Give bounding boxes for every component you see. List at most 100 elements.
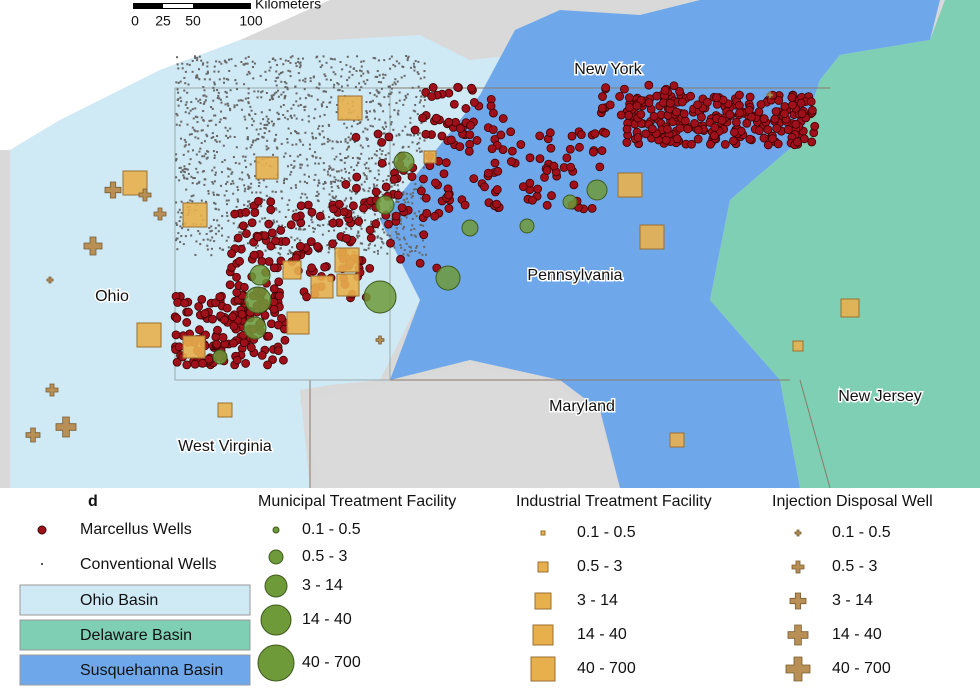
conventional-well [337, 89, 340, 92]
conventional-well [333, 83, 336, 86]
conventional-well [191, 70, 194, 73]
marcellus-well [354, 217, 364, 226]
marcellus-well [266, 205, 276, 215]
conventional-well [373, 251, 376, 254]
conventional-well [356, 55, 359, 58]
conventional-well [376, 236, 379, 239]
conventional-well [415, 246, 418, 249]
conventional-well [345, 64, 348, 67]
marcellus-well [597, 103, 607, 113]
conventional-well [189, 199, 192, 202]
conventional-well [181, 169, 184, 172]
conventional-well [242, 244, 245, 247]
marcellus-well [625, 102, 634, 112]
scale-tick: 0 [131, 13, 139, 29]
conventional-well [321, 64, 324, 67]
industrial-facility [423, 150, 437, 164]
conventional-well [208, 119, 211, 122]
conventional-well [394, 65, 397, 68]
conventional-well [368, 187, 371, 190]
injection-symbol [46, 276, 54, 284]
conventional-well [314, 173, 317, 176]
conventional-well [405, 55, 408, 58]
conventional-well [223, 116, 226, 119]
conventional-well [217, 94, 220, 97]
conventional-well [281, 224, 284, 227]
conventional-well [217, 194, 220, 197]
conventional-well [375, 89, 378, 92]
conventional-well [331, 140, 334, 143]
conventional-well [217, 70, 220, 73]
conventional-well [403, 225, 406, 228]
conventional-well [189, 109, 192, 112]
conventional-well [188, 63, 191, 66]
conventional-well [277, 76, 280, 79]
marcellus-well [759, 114, 769, 124]
marcellus-well [797, 109, 807, 119]
conventional-well [340, 169, 343, 172]
conventional-well [313, 227, 316, 230]
conventional-well [315, 56, 318, 59]
marcellus-well [595, 162, 605, 172]
conventional-well [360, 227, 363, 230]
conventional-well [196, 182, 199, 185]
conventional-well [206, 150, 209, 153]
conventional-well [213, 89, 216, 92]
conventional-well [211, 132, 214, 135]
marcellus-well [384, 219, 393, 229]
conventional-well [206, 156, 209, 159]
marcellus-well [377, 158, 387, 168]
conventional-well [221, 215, 224, 218]
conventional-well [344, 140, 347, 143]
conventional-well [317, 181, 320, 184]
conventional-well [234, 79, 237, 82]
conventional-well [388, 103, 391, 106]
legend-label: 3 - 14 [577, 592, 618, 609]
conventional-well [413, 188, 416, 191]
conventional-well [350, 166, 353, 169]
marcellus-well [342, 234, 351, 243]
conventional-well [261, 90, 264, 93]
conventional-well [243, 184, 246, 187]
conventional-well [328, 165, 331, 168]
conventional-well [280, 80, 283, 83]
conventional-well [256, 244, 259, 247]
conventional-well [301, 163, 304, 166]
conventional-well [280, 190, 283, 193]
conventional-well [268, 69, 271, 72]
conventional-well [251, 117, 254, 120]
conventional-well [310, 216, 313, 219]
marcellus-well [487, 144, 497, 154]
conventional-well [215, 140, 218, 143]
marcellus-well [669, 81, 679, 91]
conventional-well [240, 233, 243, 236]
conventional-well [249, 163, 252, 166]
conventional-well [194, 56, 197, 59]
conventional-well [330, 182, 333, 185]
conventional-well [253, 160, 256, 163]
conventional-well [348, 70, 351, 73]
industrial-facility [182, 202, 208, 228]
conventional-well [215, 60, 218, 63]
marcellus-well [622, 138, 632, 147]
legend-label: 14 - 40 [302, 611, 352, 628]
marcellus-well [472, 136, 482, 145]
conventional-well [202, 110, 205, 113]
marcellus-well [213, 325, 222, 335]
marcellus-well [644, 80, 654, 90]
conventional-well [244, 159, 247, 162]
marcellus-well [729, 127, 739, 137]
conventional-well [202, 62, 205, 65]
conventional-well [389, 234, 392, 237]
marcellus-well [253, 232, 263, 242]
marcellus-well [597, 146, 607, 156]
conventional-well [270, 97, 273, 100]
marcellus-well [407, 172, 417, 182]
conventional-well [303, 88, 306, 91]
conventional-well [334, 73, 337, 76]
conventional-well [192, 117, 195, 120]
conventional-well [335, 199, 338, 202]
conventional-well [320, 105, 323, 108]
conventional-well [253, 153, 256, 156]
conventional-well [414, 250, 417, 253]
